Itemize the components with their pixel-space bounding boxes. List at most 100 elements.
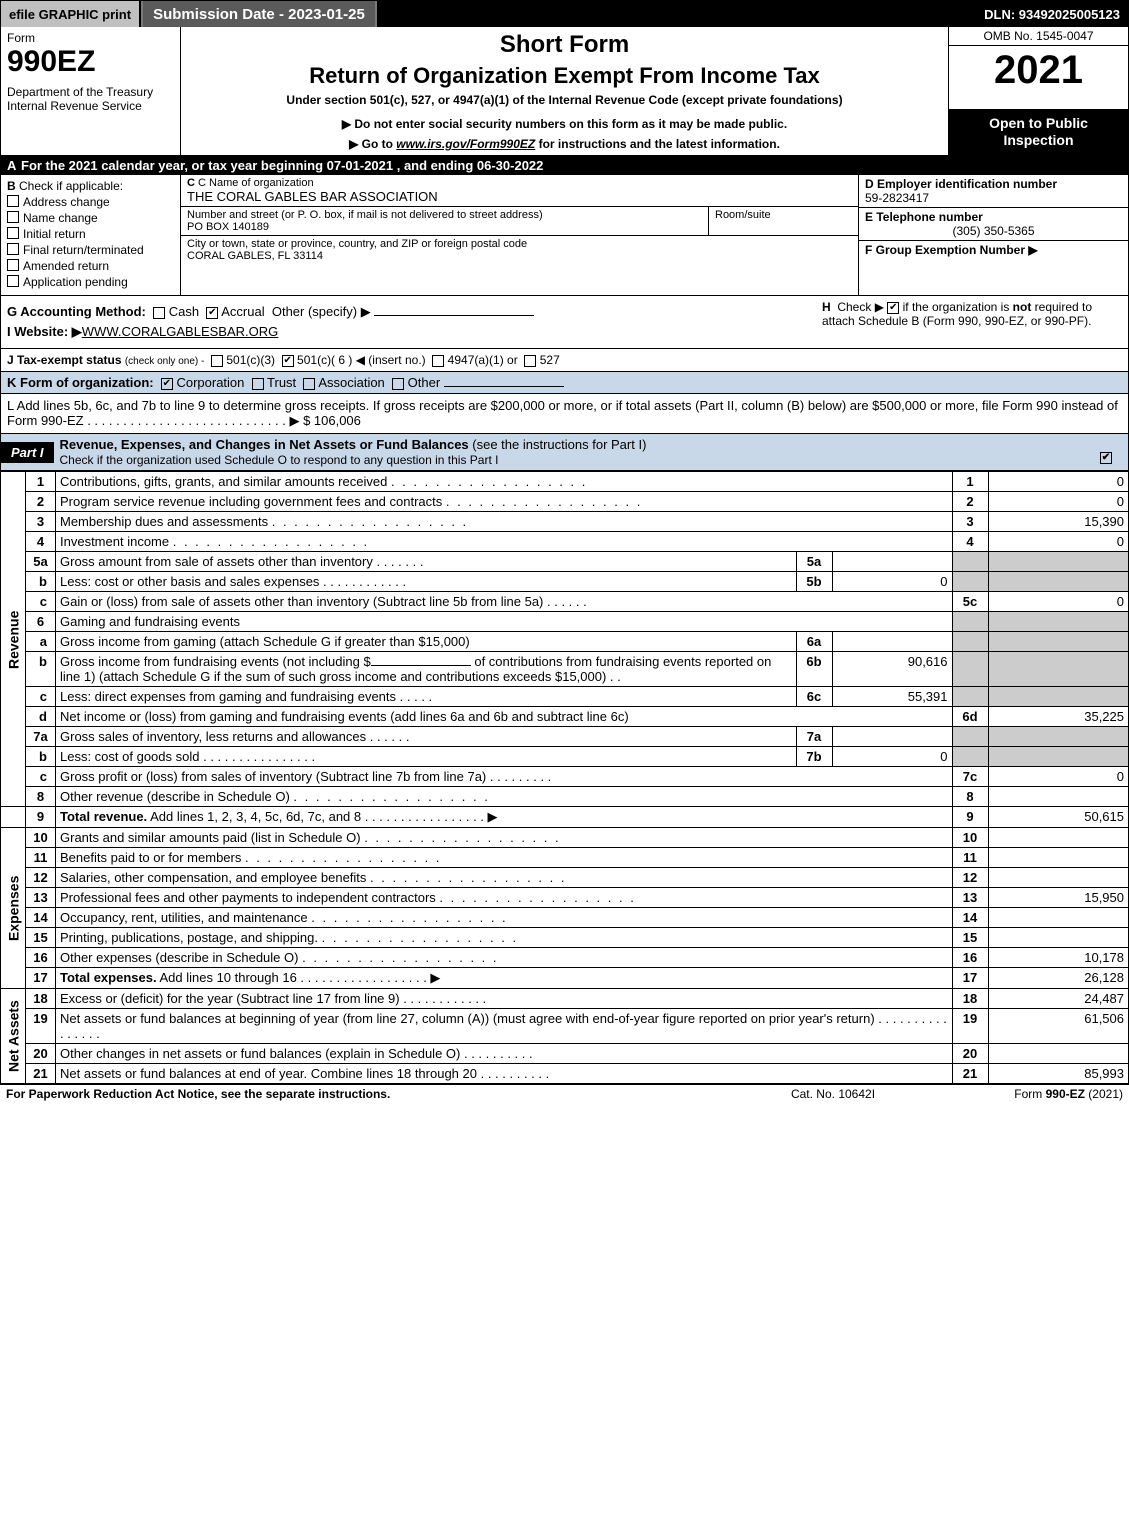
column-c-name-address: C C Name of organization THE CORAL GABLE…: [181, 175, 858, 295]
part-i-title: Revenue, Expenses, and Changes in Net As…: [54, 434, 1128, 470]
row-a-tax-year: AFor the 2021 calendar year, or tax year…: [1, 156, 1128, 175]
check-address-change[interactable]: Address change: [7, 195, 174, 209]
line-5b-mv: 0: [832, 572, 952, 592]
line-19-val: 61,506: [988, 1009, 1128, 1044]
footer-left: For Paperwork Reduction Act Notice, see …: [6, 1087, 723, 1101]
line-6-desc: Gaming and fundraising events: [56, 612, 953, 632]
header-left: Form 990EZ Department of the Treasury In…: [1, 27, 181, 155]
column-b-checkboxes: B Check if applicable: Address change Na…: [1, 175, 181, 295]
line-6c-desc: Less: direct expenses from gaming and fu…: [60, 689, 396, 704]
form-990ez-page: efile GRAPHIC print Submission Date - 20…: [0, 0, 1129, 1085]
website-link[interactable]: WWW.CORALGABLESBAR.ORG: [82, 324, 278, 339]
gross-receipts-value: $ 106,006: [303, 413, 361, 428]
line-14-val: [988, 908, 1128, 928]
irs-link[interactable]: www.irs.gov/Form990EZ: [396, 137, 535, 151]
line-6b-mv: 90,616: [832, 652, 952, 687]
efile-print-button[interactable]: efile GRAPHIC print: [1, 1, 141, 27]
expenses-side-label: Expenses: [1, 828, 26, 989]
line-6a-mv: [832, 632, 952, 652]
line-18-val: 24,487: [988, 989, 1128, 1009]
department-label: Department of the Treasury Internal Reve…: [7, 85, 174, 113]
line-20-desc: Other changes in net assets or fund bala…: [60, 1046, 460, 1061]
street-label: Number and street (or P. O. box, if mail…: [187, 209, 702, 221]
line-1-desc: Contributions, gifts, grants, and simila…: [60, 474, 387, 489]
header-right: OMB No. 1545-0047 2021 Open to Public In…: [948, 27, 1128, 155]
tel-label: E Telephone number: [865, 210, 983, 224]
entity-info-section: B Check if applicable: Address change Na…: [1, 175, 1128, 296]
check-name-change[interactable]: Name change: [7, 211, 174, 225]
page-footer: For Paperwork Reduction Act Notice, see …: [0, 1085, 1129, 1103]
part-i-table: Revenue 1Contributions, gifts, grants, a…: [1, 471, 1128, 1084]
check-final-return[interactable]: Final return/terminated: [7, 243, 174, 257]
city-value: CORAL GABLES, FL 33114: [187, 250, 852, 262]
row-k-form-org: K Form of organization: Corporation Trus…: [1, 372, 1128, 394]
line-16-val: 10,178: [988, 948, 1128, 968]
under-section-text: Under section 501(c), 527, or 4947(a)(1)…: [187, 93, 942, 107]
footer-form-ref: Form 990-EZ (2021): [943, 1087, 1123, 1101]
open-to-public-badge: Open to Public Inspection: [949, 109, 1128, 155]
line-8-desc: Other revenue (describe in Schedule O): [60, 789, 290, 804]
line-2-val: 0: [988, 492, 1128, 512]
line-6d-val: 35,225: [988, 707, 1128, 727]
line-5a-desc: Gross amount from sale of assets other t…: [60, 554, 373, 569]
revenue-side-label: Revenue: [1, 472, 26, 807]
column-d-ein-tel: D Employer identification number 59-2823…: [858, 175, 1128, 295]
row-l-gross-receipts: L Add lines 5b, 6c, and 7b to line 9 to …: [1, 394, 1128, 434]
line-6a-desc: Gross income from gaming (attach Schedul…: [60, 634, 470, 649]
submission-date-label: Submission Date - 2023-01-25: [141, 1, 377, 27]
dln-label: DLN: 93492025005123: [976, 1, 1128, 27]
form-word: Form: [7, 31, 174, 45]
goto-suffix: for instructions and the latest informat…: [535, 137, 780, 151]
line-3-desc: Membership dues and assessments: [60, 514, 268, 529]
line-14-desc: Occupancy, rent, utilities, and maintena…: [60, 910, 308, 925]
header-center: Short Form Return of Organization Exempt…: [181, 27, 948, 155]
line-12-val: [988, 868, 1128, 888]
line-7a-desc: Gross sales of inventory, less returns a…: [60, 729, 366, 744]
line-5c-val: 0: [988, 592, 1128, 612]
tax-year: 2021: [949, 46, 1128, 109]
row-h-check: H Check ▶ if the organization is not req…: [822, 300, 1122, 328]
line-2-desc: Program service revenue including govern…: [60, 494, 442, 509]
line-5a-mv: [832, 552, 952, 572]
line-10-desc: Grants and similar amounts paid (list in…: [60, 830, 361, 845]
line-18-desc: Excess or (deficit) for the year (Subtra…: [60, 991, 400, 1006]
g-other: Other (specify) ▶: [272, 304, 371, 319]
group-exemption-label: F Group Exemption Number ▶: [865, 243, 1038, 257]
g-cash: Cash: [169, 304, 199, 319]
tel-value: (305) 350-5365: [865, 224, 1122, 238]
line-11-val: [988, 848, 1128, 868]
check-amended-return[interactable]: Amended return: [7, 259, 174, 273]
check-initial-return[interactable]: Initial return: [7, 227, 174, 241]
line-4-desc: Investment income: [60, 534, 169, 549]
g-accrual: Accrual: [221, 304, 264, 319]
line-4-val: 0: [988, 532, 1128, 552]
org-name: THE CORAL GABLES BAR ASSOCIATION: [187, 189, 852, 204]
line-15-val: [988, 928, 1128, 948]
form-number: 990EZ: [7, 45, 174, 79]
top-bar: efile GRAPHIC print Submission Date - 20…: [1, 1, 1128, 27]
line-8-val: [988, 787, 1128, 807]
go-to-text: ▶ Go to www.irs.gov/Form990EZ for instru…: [187, 137, 942, 151]
row-j-tax-exempt: J Tax-exempt status (check only one) - 5…: [1, 349, 1128, 372]
line-15-desc: Printing, publications, postage, and shi…: [60, 930, 318, 945]
part-i-label: Part I: [1, 442, 54, 463]
line-13-val: 15,950: [988, 888, 1128, 908]
line-17-val: 26,128: [988, 968, 1128, 989]
line-21-desc: Net assets or fund balances at end of ye…: [60, 1066, 477, 1081]
section-g-i: G Accounting Method: Cash Accrual Other …: [1, 296, 1128, 349]
net-assets-side-label: Net Assets: [1, 989, 26, 1084]
part-i-schedule-o-check[interactable]: [1100, 452, 1112, 464]
short-form-title: Short Form: [187, 31, 942, 59]
line-12-desc: Salaries, other compensation, and employ…: [60, 870, 366, 885]
part-i-header: Part I Revenue, Expenses, and Changes in…: [1, 434, 1128, 471]
c-name-label: C Name of organization: [198, 177, 314, 189]
line-11-desc: Benefits paid to or for members: [60, 850, 241, 865]
line-1-val: 0: [988, 472, 1128, 492]
line-5c-desc: Gain or (loss) from sale of assets other…: [60, 594, 543, 609]
line-7a-mv: [832, 727, 952, 747]
check-application-pending[interactable]: Application pending: [7, 275, 174, 289]
goto-prefix: ▶ Go to: [349, 137, 396, 151]
line-7c-desc: Gross profit or (loss) from sales of inv…: [60, 769, 486, 784]
city-label: City or town, state or province, country…: [187, 238, 852, 250]
ein-value: 59-2823417: [865, 191, 929, 205]
